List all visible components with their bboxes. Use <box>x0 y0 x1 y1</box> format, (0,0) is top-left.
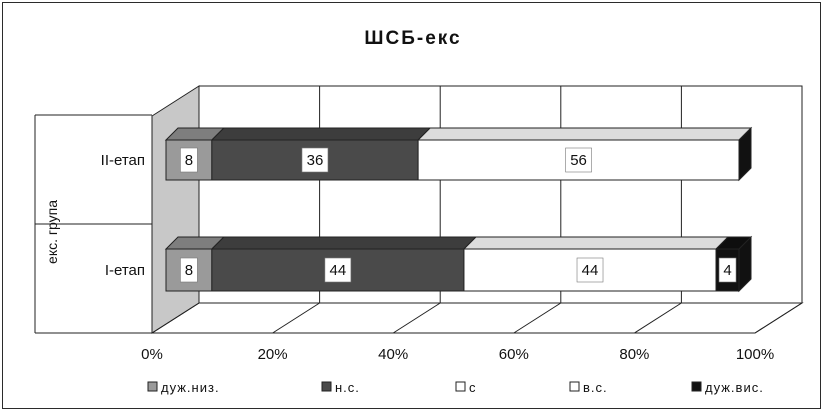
data-label: 4 <box>723 262 731 279</box>
chart-back-wall <box>151 85 803 334</box>
data-label-box <box>576 257 604 283</box>
data-label-box <box>324 257 352 283</box>
legend-swatch <box>321 381 332 392</box>
bar-ii-етап-в-с-top <box>416 127 753 141</box>
legend-swatch <box>455 381 466 392</box>
bar-ii-етап-н-с-top <box>210 127 432 141</box>
floor-gridline-4 <box>634 302 682 334</box>
y-axis-title: екс. група <box>44 200 60 264</box>
data-label-box <box>565 147 592 173</box>
legend-label: дуж.низ. <box>161 380 220 395</box>
floor-gridline-2 <box>392 302 441 334</box>
floor-gridline-0 <box>151 302 200 334</box>
legend-label: в.с. <box>583 380 608 395</box>
data-label: 44 <box>582 262 599 279</box>
bar-i-етап-в-с-top <box>462 236 730 250</box>
data-label: 44 <box>330 262 347 279</box>
data-label: 36 <box>307 152 324 169</box>
legend-label: с <box>469 380 477 395</box>
bar-ii-етап-н-с <box>211 139 419 181</box>
legend: дуж.низ. н.с. с в.с. дуж.вис. <box>147 380 764 395</box>
legend-swatch <box>691 381 702 392</box>
legend-swatch <box>147 381 158 392</box>
x-tick-label: 0% <box>141 346 163 363</box>
bar-end-side <box>738 235 752 293</box>
floor-gridline-1 <box>272 302 320 334</box>
data-label-box <box>180 147 198 173</box>
chart-floor <box>150 302 804 334</box>
floor-gridline-5 <box>754 302 803 334</box>
data-label-box <box>718 257 737 283</box>
data-labels: 8 36 568 44 44 4 <box>180 147 737 283</box>
floor-gridline-3 <box>513 302 562 334</box>
x-tick-label: 20% <box>258 346 288 363</box>
x-tick-label: 80% <box>619 346 649 363</box>
x-tick-label: 60% <box>499 346 529 363</box>
bar-end-side <box>738 126 752 182</box>
floor <box>150 302 804 334</box>
x-tick-label: 40% <box>378 346 408 363</box>
bar-i-етап-н-с-top <box>210 236 478 250</box>
data-label-box <box>301 147 329 173</box>
x-tick-label: 100% <box>736 346 774 363</box>
axis: 0% 20% 40% 60% 80% 100% II-етап I-етап <box>34 114 774 363</box>
legend-label: н.с. <box>335 380 360 395</box>
data-label: 8 <box>185 152 193 169</box>
legend-label: дуж.вис. <box>705 380 764 395</box>
data-label: 8 <box>185 262 193 279</box>
data-label: 56 <box>570 152 587 169</box>
chart-title: ШСБ-екс <box>364 28 461 49</box>
data-label-box <box>180 257 198 283</box>
category-label: II-етап <box>101 152 145 169</box>
legend-swatch <box>569 381 580 392</box>
category-label: I-етап <box>105 262 145 279</box>
side-wall <box>151 85 200 334</box>
